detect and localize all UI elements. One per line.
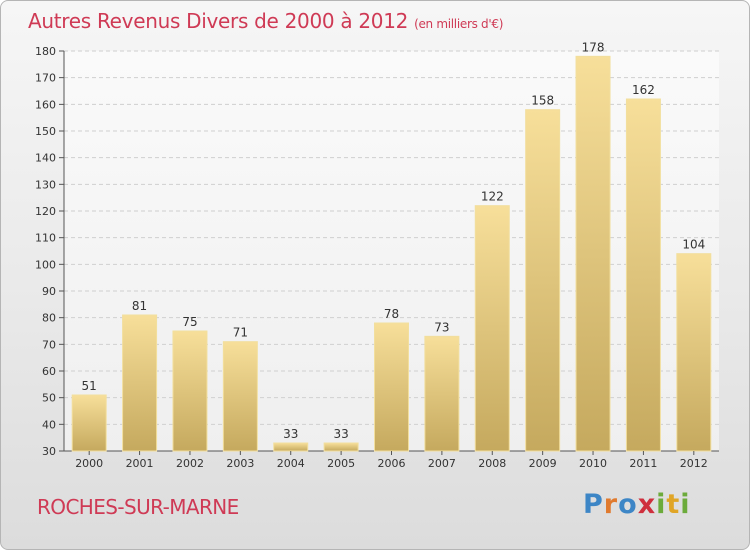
logo-letter: t <box>666 489 681 520</box>
x-tick-label: 2002 <box>176 457 204 470</box>
bar <box>323 442 359 452</box>
y-tick-label: 90 <box>42 285 56 298</box>
x-tick-label: 2011 <box>629 457 657 470</box>
data-label: 71 <box>233 326 248 340</box>
y-tick-label: 50 <box>42 392 56 405</box>
x-tick-label: 2005 <box>327 457 355 470</box>
data-label: 73 <box>434 320 449 334</box>
x-tick-label: 2007 <box>428 457 456 470</box>
data-label: 75 <box>182 315 197 329</box>
bar <box>172 330 208 452</box>
data-label: 178 <box>582 40 605 54</box>
y-tick-label: 70 <box>42 338 56 351</box>
bar <box>122 314 158 452</box>
data-label: 33 <box>283 427 298 441</box>
x-tick-label: 2006 <box>378 457 406 470</box>
bar <box>474 205 510 452</box>
bar <box>222 341 258 452</box>
data-label: 122 <box>481 190 504 204</box>
data-label: 104 <box>682 238 705 252</box>
bar <box>424 335 460 452</box>
y-tick-label: 60 <box>42 365 56 378</box>
logo-letter: P <box>583 489 604 520</box>
x-tick-label: 2010 <box>579 457 607 470</box>
x-tick-label: 2003 <box>226 457 254 470</box>
x-tick-label: 2000 <box>75 457 103 470</box>
bar <box>676 253 712 452</box>
place-name: ROCHES-SUR-MARNE <box>37 495 239 519</box>
y-tick-label: 80 <box>42 312 56 325</box>
chart-title: Autres Revenus Divers de 2000 à 2012 (en … <box>28 9 503 33</box>
bar <box>71 394 107 452</box>
bar <box>575 55 611 452</box>
bar <box>625 98 661 452</box>
y-tick-label: 110 <box>35 232 56 245</box>
proxiti-logo: Proxiti <box>583 489 691 520</box>
logo-letter: i <box>656 489 667 520</box>
chart-title-text: Autres Revenus Divers de 2000 à 2012 <box>28 9 409 33</box>
y-tick-label: 40 <box>42 418 56 431</box>
data-label: 162 <box>632 83 655 97</box>
logo-letter: x <box>637 489 657 520</box>
logo-letter: o <box>618 489 638 520</box>
data-label: 33 <box>333 427 348 441</box>
x-tick-label: 2001 <box>126 457 154 470</box>
x-tick-label: 2009 <box>529 457 557 470</box>
bar <box>273 442 309 452</box>
y-tick-label: 30 <box>42 445 56 458</box>
logo-letter: r <box>603 489 619 520</box>
x-tick-label: 2004 <box>277 457 305 470</box>
data-label: 78 <box>384 307 399 321</box>
logo-letter: i <box>680 489 691 520</box>
y-tick-label: 100 <box>35 258 56 271</box>
y-tick-label: 120 <box>35 205 56 218</box>
y-tick-label: 140 <box>35 152 56 165</box>
y-tick-label: 130 <box>35 178 56 191</box>
y-tick-label: 150 <box>35 125 56 138</box>
y-tick-label: 170 <box>35 72 56 85</box>
data-label: 81 <box>132 299 147 313</box>
y-tick-label: 180 <box>35 45 56 58</box>
x-tick-label: 2012 <box>680 457 708 470</box>
y-tick-label: 160 <box>35 98 56 111</box>
chart-unit: (en milliers d'€) <box>414 17 504 31</box>
data-label: 51 <box>82 379 97 393</box>
data-label: 158 <box>531 94 554 108</box>
bar <box>374 322 409 452</box>
x-tick-label: 2008 <box>478 457 506 470</box>
bar <box>525 109 561 452</box>
